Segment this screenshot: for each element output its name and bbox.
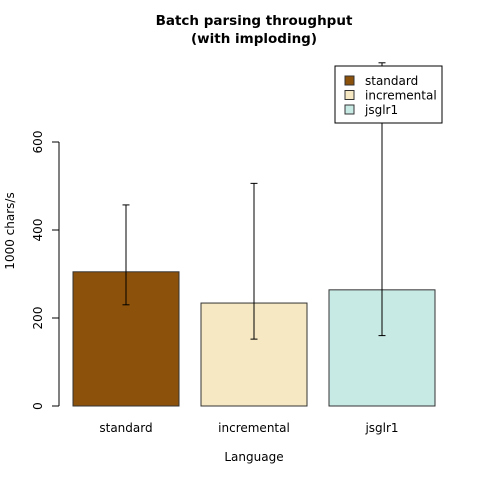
legend-swatch-standard xyxy=(344,75,355,86)
errorbar-incremental xyxy=(250,182,258,340)
legend-label-standard: standard xyxy=(365,74,418,88)
y-axis-label: 1000 chars/s xyxy=(3,192,17,269)
legend-label-jsglr1: jsglr1 xyxy=(364,103,398,117)
x-tick-labels-group: standard incremental jsglr1 xyxy=(99,421,398,435)
legend-swatch-jsglr1 xyxy=(344,104,355,115)
y-tick-label-400: 400 xyxy=(31,219,45,242)
y-tick-label-200: 200 xyxy=(31,307,45,330)
y-tick-label-0: 0 xyxy=(31,402,45,410)
y-ticks-group: 0 200 400 600 xyxy=(31,131,59,410)
errorbar-standard xyxy=(122,204,130,306)
x-tick-label-incremental: incremental xyxy=(218,421,290,435)
legend-label-incremental: incremental xyxy=(365,89,437,103)
x-tick-label-standard: standard xyxy=(99,421,152,435)
legend-swatch-incremental xyxy=(344,90,355,100)
x-tick-label-jsglr1: jsglr1 xyxy=(364,421,398,435)
x-axis-label: Language xyxy=(224,450,283,464)
chart-subtitle: (with imploding) xyxy=(191,31,317,47)
errorbars-group xyxy=(122,62,386,340)
y-tick-label-600: 600 xyxy=(31,131,45,154)
chart-title: Batch parsing throughput xyxy=(156,13,353,29)
